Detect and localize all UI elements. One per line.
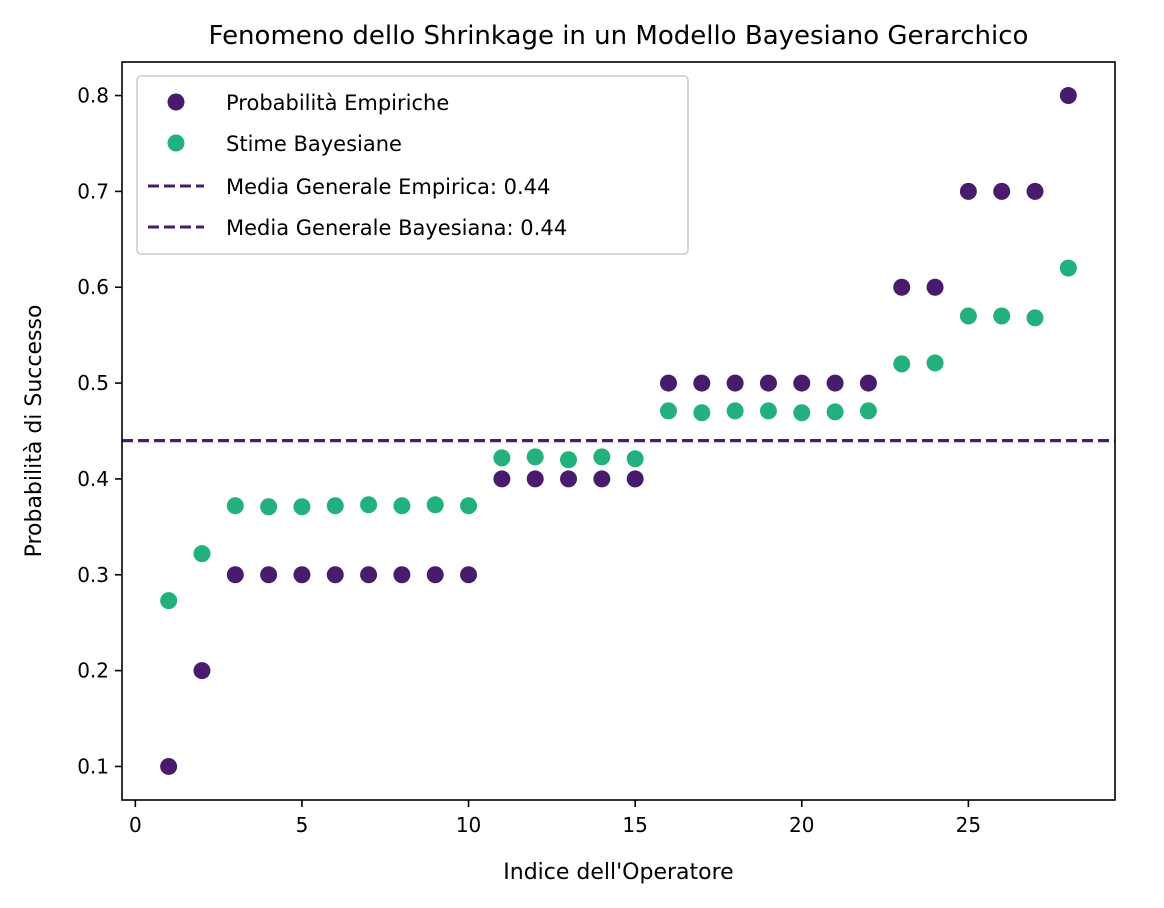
point-series-1-12 bbox=[560, 451, 578, 469]
point-series-1-8 bbox=[426, 496, 444, 514]
point-series-0-2 bbox=[226, 566, 244, 584]
point-series-1-10 bbox=[493, 449, 511, 467]
point-series-1-7 bbox=[393, 497, 411, 515]
point-series-0-23 bbox=[926, 278, 944, 296]
point-series-1-20 bbox=[826, 403, 844, 421]
y-tick-label-5: 0.6 bbox=[77, 275, 109, 299]
point-series-0-21 bbox=[859, 374, 877, 392]
point-series-1-14 bbox=[626, 450, 644, 468]
point-series-0-12 bbox=[560, 470, 578, 488]
point-series-0-3 bbox=[260, 566, 278, 584]
point-series-1-24 bbox=[959, 307, 977, 325]
point-series-1-26 bbox=[1026, 309, 1044, 327]
y-tick-label-7: 0.8 bbox=[77, 84, 109, 108]
point-series-1-27 bbox=[1059, 259, 1077, 277]
point-series-0-13 bbox=[593, 470, 611, 488]
point-series-1-11 bbox=[526, 448, 544, 466]
point-series-0-15 bbox=[659, 374, 677, 392]
x-axis: 0 5 10 15 20 25 bbox=[129, 800, 981, 837]
y-tick-label-3: 0.4 bbox=[77, 467, 109, 491]
chart-title: Fenomeno dello Shrinkage in un Modello B… bbox=[209, 21, 1029, 51]
legend-marker-empirical bbox=[167, 93, 185, 111]
x-tick-label-0: 0 bbox=[129, 813, 142, 837]
y-tick-label-4: 0.5 bbox=[77, 371, 109, 395]
point-series-1-2 bbox=[226, 497, 244, 515]
point-series-1-22 bbox=[893, 355, 911, 373]
point-series-1-16 bbox=[693, 404, 711, 422]
y-tick-label-1: 0.2 bbox=[77, 659, 109, 683]
point-series-0-26 bbox=[1026, 182, 1044, 200]
point-series-1-6 bbox=[360, 496, 378, 514]
legend-marker-bayesian bbox=[167, 134, 185, 152]
point-series-1-21 bbox=[859, 402, 877, 420]
point-series-1-17 bbox=[726, 402, 744, 420]
y-tick-label-6: 0.7 bbox=[77, 179, 109, 203]
point-series-1-18 bbox=[759, 402, 777, 420]
point-series-1-5 bbox=[326, 497, 344, 515]
point-series-0-19 bbox=[793, 374, 811, 392]
point-series-1-4 bbox=[293, 498, 311, 516]
legend: Probabilità Empiriche Stime Bayesiane Me… bbox=[136, 75, 689, 255]
point-series-0-24 bbox=[959, 182, 977, 200]
point-series-0-5 bbox=[326, 566, 344, 584]
y-axis-label: Probabilità di Successo bbox=[22, 305, 47, 558]
point-series-0-27 bbox=[1059, 87, 1077, 105]
x-axis-label: Indice dell'Operatore bbox=[503, 860, 733, 885]
point-series-0-7 bbox=[393, 566, 411, 584]
x-tick-label-2: 10 bbox=[456, 813, 481, 837]
point-series-0-16 bbox=[693, 374, 711, 392]
point-series-1-3 bbox=[260, 498, 278, 516]
point-series-0-9 bbox=[460, 566, 478, 584]
x-tick-label-1: 5 bbox=[296, 813, 309, 837]
point-series-1-23 bbox=[926, 354, 944, 372]
y-tick-label-2: 0.3 bbox=[77, 563, 109, 587]
point-series-1-25 bbox=[993, 307, 1011, 325]
x-tick-label-3: 15 bbox=[622, 813, 647, 837]
legend-box bbox=[136, 75, 689, 255]
point-series-1-13 bbox=[593, 448, 611, 466]
point-series-0-17 bbox=[726, 374, 744, 392]
point-series-0-1 bbox=[193, 662, 211, 680]
point-series-1-9 bbox=[460, 497, 478, 515]
y-tick-label-0: 0.1 bbox=[77, 754, 109, 778]
point-series-0-8 bbox=[426, 566, 444, 584]
point-series-0-18 bbox=[759, 374, 777, 392]
point-series-0-0 bbox=[160, 757, 178, 775]
y-axis: 0.1 0.2 0.3 0.4 0.5 0.6 0.7 0.8 bbox=[77, 84, 122, 778]
plot-layer bbox=[122, 87, 1115, 775]
legend-label-empirical-mean: Media Generale Empirica: 0.44 bbox=[226, 175, 550, 199]
point-series-0-6 bbox=[360, 566, 378, 584]
legend-label-empirical: Probabilità Empiriche bbox=[226, 91, 449, 115]
plot-frame bbox=[121, 61, 1116, 801]
legend-label-bayesian: Stime Bayesiane bbox=[226, 132, 402, 156]
point-series-0-25 bbox=[993, 182, 1011, 200]
point-series-1-15 bbox=[659, 402, 677, 420]
point-series-0-4 bbox=[293, 566, 311, 584]
legend-label-bayesian-mean: Media Generale Bayesiana: 0.44 bbox=[226, 216, 567, 240]
x-tick-label-4: 20 bbox=[789, 813, 814, 837]
point-series-0-10 bbox=[493, 470, 511, 488]
point-series-1-19 bbox=[793, 404, 811, 422]
point-series-0-14 bbox=[626, 470, 644, 488]
point-series-1-0 bbox=[160, 592, 178, 610]
point-series-0-22 bbox=[893, 278, 911, 296]
x-tick-label-5: 25 bbox=[956, 813, 981, 837]
point-series-1-1 bbox=[193, 545, 211, 563]
point-series-0-20 bbox=[826, 374, 844, 392]
point-series-0-11 bbox=[526, 470, 544, 488]
